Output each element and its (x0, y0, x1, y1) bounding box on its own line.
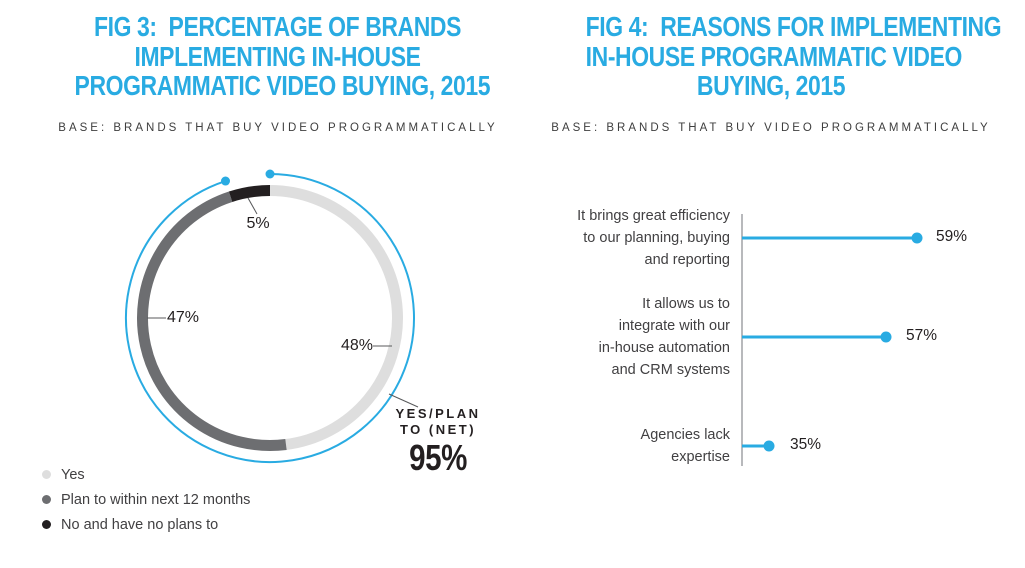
donut-slice-label-no: 5% (246, 215, 270, 232)
fig3-title: FIG 3: PERCENTAGE OF BRANDS IMPLEMENTING… (74, 11, 491, 101)
legend-swatch-yes (42, 470, 51, 479)
fig4-title-line: BUYING, 2015 (696, 70, 846, 101)
fig4-title: FIG 4: REASONS FOR IMPLEMENTING IN-HOUSE… (585, 11, 1002, 101)
fig4-base-note: BASE: BRANDS THAT BUY VIDEO PROGRAMMATIC… (551, 122, 991, 134)
legend-item-yes: Yes (42, 462, 250, 487)
fig3-legend: Yes Plan to within next 12 months No and… (42, 462, 250, 537)
legend-label: Yes (61, 466, 85, 483)
fig4-value-integration: 57% (906, 327, 938, 344)
donut-net-label-line: YES/PLAN (395, 406, 481, 421)
fig3-title-line: IMPLEMENTING IN-HOUSE (134, 40, 421, 72)
legend-item-plan-to: Plan to within next 12 months (42, 487, 250, 512)
fig4-reason-efficiency: It brings great efficiency to our planni… (577, 208, 730, 268)
legend-item-no: No and have no plans to (42, 512, 250, 537)
legend-label: No and have no plans to (61, 516, 219, 533)
donut-net-value: 95% (409, 437, 467, 478)
fig4-lollipop-chart: It brings great efficiency to our planni… (540, 150, 1025, 495)
fig4-title-line: FIG 4: REASONS FOR IMPLEMENTING (585, 11, 1002, 42)
fig4-reason-agencies: Agencies lack expertise (640, 427, 730, 465)
fig3-title-line: FIG 3: PERCENTAGE OF BRANDS (94, 11, 461, 42)
fig3-base-note: BASE: BRANDS THAT BUY VIDEO PROGRAMMATIC… (58, 122, 498, 134)
donut-slice-label-plan-to: 47% (167, 309, 200, 326)
fig3-title-line: PROGRAMMATIC VIDEO BUYING, 2015 (74, 70, 491, 101)
donut-rings-svg (125, 169, 415, 463)
legend-swatch-no (42, 520, 51, 529)
legend-label: Plan to within next 12 months (61, 491, 251, 508)
donut-net-label-line: TO (NET) (399, 421, 477, 437)
legend-swatch-plan-to (42, 495, 51, 504)
fig4-value-agencies: 35% (790, 436, 822, 453)
donut-net-label: YES/PLAN TO (NET) (388, 406, 488, 437)
fig3-donut-chart: 5% 47% 48% YES/PLAN TO (NET) 95% (0, 150, 530, 500)
fig4-reason-integration: It allows us to integrate with our in-ho… (598, 296, 730, 378)
donut-leader-lines (147, 197, 419, 408)
donut-slice-label-yes: 48% (340, 337, 373, 354)
fig4-title-line: IN-HOUSE PROGRAMMATIC VIDEO (585, 40, 963, 72)
fig4-value-efficiency: 59% (936, 228, 968, 245)
lollipop-svg (741, 214, 923, 466)
